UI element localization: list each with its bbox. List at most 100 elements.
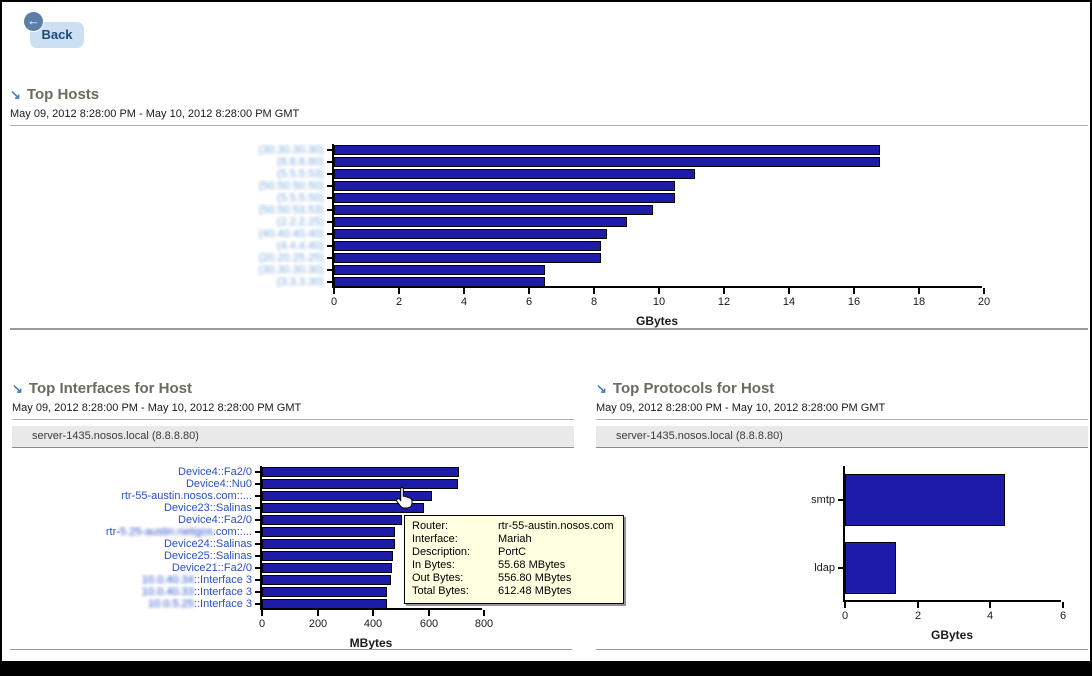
chart-plot-area bbox=[327, 144, 985, 294]
chart-bar[interactable] bbox=[334, 277, 545, 287]
category-label[interactable]: Device25::Salinas bbox=[163, 550, 252, 562]
category-label[interactable]: (5.5.5.50) bbox=[276, 192, 324, 204]
tooltip-label: Description: bbox=[412, 546, 471, 558]
category-label[interactable]: (50.50.50.50) bbox=[258, 180, 324, 192]
chart-bar[interactable] bbox=[845, 542, 896, 594]
chart-bar-row bbox=[262, 538, 482, 550]
back-arrow-icon[interactable]: ← bbox=[24, 12, 43, 31]
x-axis-tick bbox=[788, 288, 790, 294]
tooltip-row: Out Bytes: 556.80 MBytes bbox=[412, 572, 616, 585]
x-axis-tick bbox=[398, 288, 400, 294]
chart-bar[interactable] bbox=[262, 527, 395, 537]
chart-bar[interactable] bbox=[334, 157, 880, 167]
top-protocols-section: ↘ Top Protocols for Host May 09, 2012 8:2… bbox=[596, 380, 1088, 642]
category-label[interactable]: Device4::Fa2/0 bbox=[178, 466, 252, 478]
x-tick-label: 16 bbox=[847, 296, 861, 308]
protocols-host-selector[interactable]: server-1435.nosos.local (8.8.8.80) bbox=[596, 426, 1088, 448]
category-label[interactable]: (50.50.53.53) bbox=[258, 204, 324, 216]
category-label[interactable]: 10.0.40.34::Interface 3 bbox=[141, 574, 252, 586]
y-axis-tick bbox=[327, 233, 332, 235]
category-label[interactable]: Device24::Salinas bbox=[163, 538, 252, 550]
chart-bar[interactable] bbox=[334, 253, 601, 263]
tooltip-value: 612.48 MBytes bbox=[498, 585, 572, 597]
chart-bar[interactable] bbox=[262, 599, 387, 609]
y-axis-tick bbox=[327, 149, 332, 151]
y-axis-tick bbox=[327, 257, 332, 259]
category-label[interactable]: 10.0.5.25::Interface 3 bbox=[148, 598, 252, 610]
category-label[interactable]: Device4::Nu0 bbox=[185, 478, 252, 490]
chart-bar-row bbox=[262, 574, 482, 586]
chart-bar[interactable] bbox=[262, 539, 395, 549]
category-label[interactable]: Device23::Salinas bbox=[163, 502, 252, 514]
chart-bar-row bbox=[334, 276, 982, 288]
tooltip-value: Mariah bbox=[498, 533, 532, 545]
category-label[interactable]: (4.4.4.40) bbox=[276, 240, 324, 252]
x-axis-tick bbox=[853, 288, 855, 294]
x-axis-tick bbox=[917, 602, 919, 608]
interfaces-host-selector[interactable]: server-1435.nosos.local (8.8.8.80) bbox=[12, 426, 574, 448]
x-tick-label: 4 bbox=[986, 610, 994, 622]
chart-bar[interactable] bbox=[262, 575, 391, 585]
x-axis-labels: 0 2 4 6 8 10 12 14 16 18 20 bbox=[10, 296, 1088, 311]
y-axis-tick bbox=[327, 197, 332, 199]
chart-bar-row bbox=[262, 514, 482, 526]
chart-bar-row bbox=[334, 228, 982, 240]
tooltip-label: Out Bytes: bbox=[412, 572, 464, 584]
chart-bar[interactable] bbox=[845, 474, 1005, 526]
tooltip-label: Router: bbox=[412, 520, 449, 532]
category-label[interactable]: (30.30.30.30) bbox=[258, 144, 324, 156]
category-label[interactable]: (3.3.3.30) bbox=[276, 276, 324, 288]
chart-bar[interactable] bbox=[334, 265, 545, 275]
chart-bar[interactable] bbox=[262, 515, 402, 525]
tooltip-row: Router: rtr-55-austin.nosos.com bbox=[412, 520, 616, 533]
x-axis-tick bbox=[428, 610, 430, 616]
category-label[interactable]: rtr- 5.25-austin.netigos .com::... bbox=[105, 526, 252, 538]
back-button[interactable]: Back ← bbox=[24, 12, 94, 52]
category-label[interactable]: Device21::Fa2/0 bbox=[171, 562, 252, 574]
chart-bar[interactable] bbox=[334, 217, 627, 227]
chart-bar[interactable] bbox=[334, 205, 653, 215]
y-axis-tick bbox=[327, 221, 332, 223]
chart-bar[interactable] bbox=[334, 193, 675, 203]
category-label[interactable]: 10.0.40.33::Interface 3 bbox=[141, 586, 252, 598]
top-interfaces-date-range: May 09, 2012 8:28:00 PM - May 10, 2012 8… bbox=[12, 402, 574, 420]
category-label[interactable]: (2.2.2.25) bbox=[276, 216, 324, 228]
x-axis-tick bbox=[658, 288, 660, 294]
category-label[interactable]: (8.8.8.80) bbox=[276, 156, 324, 168]
chart-bar-row bbox=[262, 502, 482, 514]
back-button-label[interactable]: Back bbox=[30, 22, 84, 48]
chart-bar-row bbox=[334, 180, 982, 192]
chart-plot-area bbox=[255, 466, 485, 616]
chart-bar[interactable] bbox=[334, 229, 607, 239]
chart-bar-row bbox=[262, 466, 482, 478]
chart-plot-area bbox=[838, 466, 1064, 608]
y-axis-tick bbox=[255, 471, 260, 473]
x-tick-label: 20 bbox=[977, 296, 991, 308]
chart-bar[interactable] bbox=[334, 145, 880, 155]
chart-bar[interactable] bbox=[262, 479, 458, 489]
hand-cursor-icon bbox=[394, 486, 415, 514]
category-label[interactable]: rtr-55-austin.nosos.com::... bbox=[121, 490, 252, 502]
chart-bar[interactable] bbox=[262, 551, 393, 561]
chart-bar[interactable] bbox=[334, 181, 675, 191]
chart-bar-row bbox=[334, 216, 982, 228]
y-axis-tick bbox=[327, 269, 332, 271]
category-label[interactable]: (20.20.25.25) bbox=[258, 252, 324, 264]
category-label[interactable]: (30.30.30.30) bbox=[258, 264, 324, 276]
category-label[interactable]: Device4::Fa2/0 bbox=[178, 514, 252, 526]
chart-bar[interactable] bbox=[334, 241, 601, 251]
category-label[interactable]: (5.5.5.53) bbox=[276, 168, 324, 180]
chart-bar-row bbox=[262, 562, 482, 574]
y-axis-tick bbox=[327, 281, 332, 283]
chart-bar-row bbox=[262, 490, 482, 502]
tooltip-row: Total Bytes: 612.48 MBytes bbox=[412, 585, 616, 598]
chart-bar[interactable] bbox=[262, 491, 432, 501]
chart-bar[interactable] bbox=[262, 587, 387, 597]
chart-bar[interactable] bbox=[262, 503, 424, 513]
y-axis-tick bbox=[327, 209, 332, 211]
chart-bar[interactable] bbox=[262, 563, 392, 573]
chart-bar-row bbox=[334, 264, 982, 276]
chart-bar[interactable] bbox=[334, 169, 695, 179]
category-label[interactable]: (40.40.40.40) bbox=[258, 228, 324, 240]
chart-bar[interactable] bbox=[262, 467, 459, 477]
